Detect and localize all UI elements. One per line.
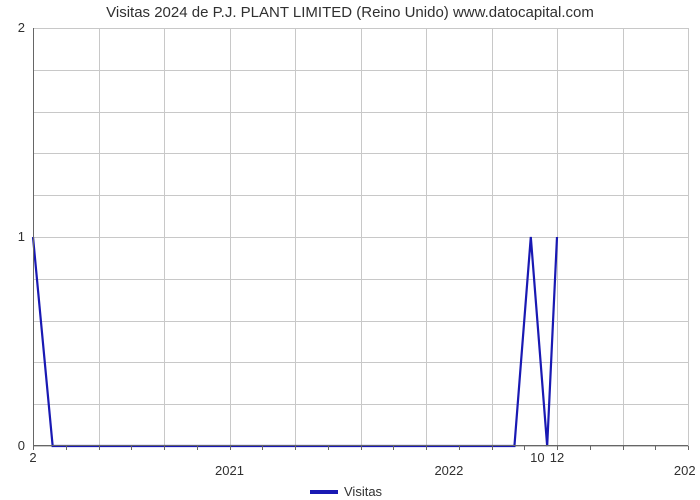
visitas-line	[33, 237, 557, 446]
x-minor-tick	[262, 446, 263, 450]
x-tick-label-numeric: 2	[18, 450, 48, 465]
x-minor-tick	[99, 446, 100, 450]
legend-swatch	[310, 490, 338, 494]
x-minor-tick	[295, 446, 296, 450]
x-minor-tick	[393, 446, 394, 450]
x-minor-tick	[66, 446, 67, 450]
x-minor-tick	[688, 446, 689, 450]
x-minor-tick	[623, 446, 624, 450]
x-tick-label-numeric: 12	[542, 450, 572, 465]
x-tick-label-year: 2022	[424, 463, 474, 478]
x-tick-label-year: 202	[660, 463, 700, 478]
legend-label: Visitas	[344, 484, 382, 499]
x-minor-tick	[197, 446, 198, 450]
axis-left-border	[33, 28, 34, 446]
x-minor-tick	[230, 446, 231, 450]
y-tick-label: 1	[0, 229, 25, 244]
legend: Visitas	[310, 484, 382, 499]
x-minor-tick	[492, 446, 493, 450]
plot-area	[33, 28, 688, 446]
x-tick-label-year: 2021	[205, 463, 255, 478]
x-minor-tick	[131, 446, 132, 450]
x-minor-tick	[164, 446, 165, 450]
x-minor-tick	[590, 446, 591, 450]
y-tick-label: 2	[0, 20, 25, 35]
x-minor-tick	[655, 446, 656, 450]
x-minor-tick	[361, 446, 362, 450]
chart-container: { "title": "Visitas 2024 de P.J. PLANT L…	[0, 0, 700, 500]
x-minor-tick	[328, 446, 329, 450]
grid-line-vertical	[688, 28, 689, 446]
data-line-layer	[33, 28, 688, 446]
x-minor-tick	[459, 446, 460, 450]
x-minor-tick	[426, 446, 427, 450]
chart-title: Visitas 2024 de P.J. PLANT LIMITED (Rein…	[0, 4, 700, 21]
